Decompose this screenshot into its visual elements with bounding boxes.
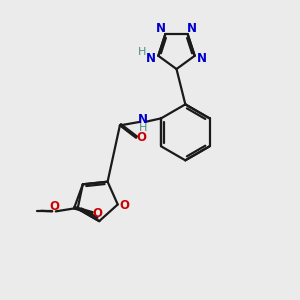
Text: N: N xyxy=(156,22,166,35)
Text: N: N xyxy=(146,52,156,65)
Text: O: O xyxy=(50,200,59,213)
Text: N: N xyxy=(138,113,148,126)
Text: O: O xyxy=(136,131,146,144)
Text: N: N xyxy=(187,22,197,35)
Text: H: H xyxy=(139,123,148,133)
Text: O: O xyxy=(92,207,103,220)
Text: N: N xyxy=(197,52,207,65)
Text: H: H xyxy=(138,47,146,57)
Text: O: O xyxy=(120,200,130,212)
